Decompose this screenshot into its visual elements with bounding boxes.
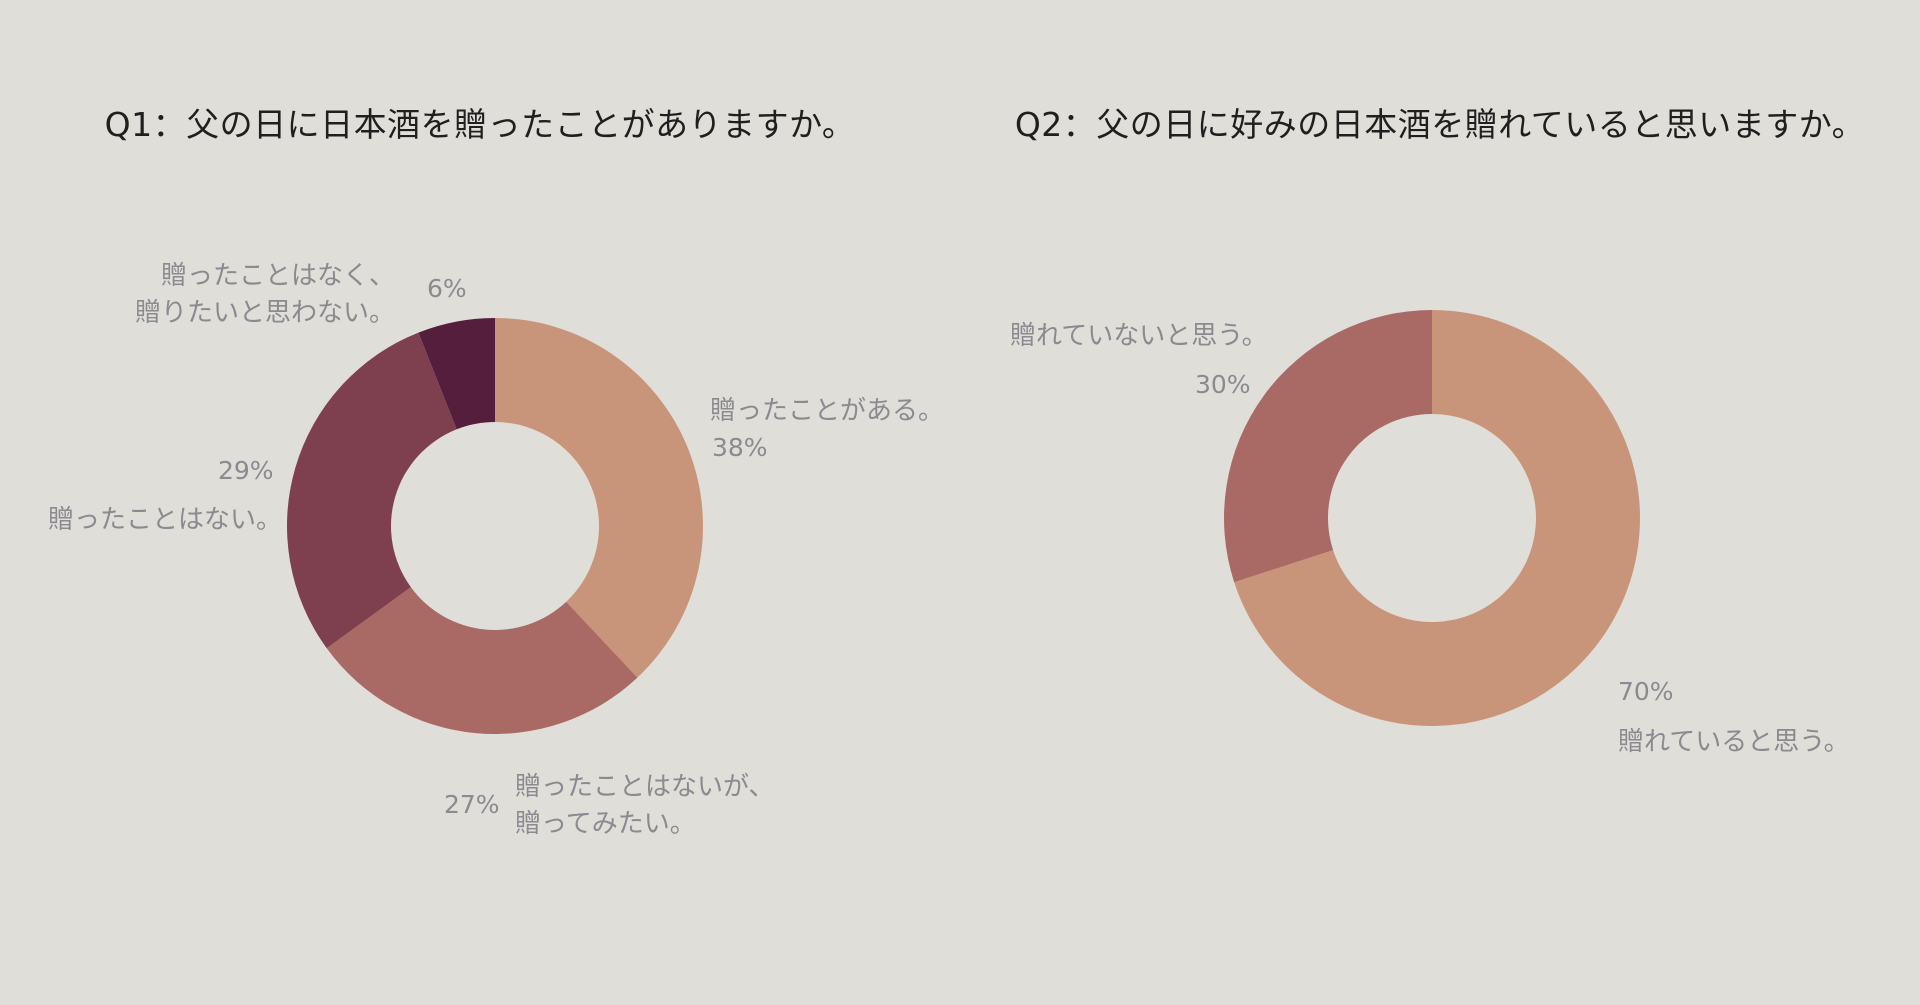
q1-label-given: 贈ったことがある。: [710, 396, 945, 426]
q2-slice-1: [1224, 310, 1432, 583]
chart-q2-title: Q2：父の日に好みの日本酒を贈れていると思いますか。: [1014, 105, 1866, 144]
chart-q2-donut: [1224, 310, 1640, 727]
q2-pct-not-given-well: 30%: [1195, 370, 1251, 399]
q1-slice-3: [418, 318, 495, 430]
chart-q1-title: Q1：父の日に日本酒を贈ったことがありますか。: [104, 105, 856, 144]
q1-pct-no-intention: 6%: [427, 274, 467, 303]
q2-label-given-well: 贈れていると思う。: [1618, 727, 1850, 757]
q1-pct-want-to-give: 27%: [444, 790, 500, 819]
chart-q1-donut: [286, 318, 703, 734]
q1-slice-1: [326, 587, 638, 734]
q1-pct-given: 38%: [712, 433, 768, 462]
q2-slice-0: [1234, 310, 1640, 727]
chart-q1-panel: Q1：父の日に日本酒を贈ったことがありますか。 贈ったことがある。 38% 贈っ…: [48, 105, 945, 839]
q1-slice-0: [495, 318, 703, 678]
q1-pct-never-given: 29%: [218, 456, 274, 485]
q1-label-never-given: 贈ったことはない。: [48, 505, 283, 535]
q1-label-no-intention: 贈ったことはなく、 贈りたいと思わない。: [134, 261, 395, 328]
q1-label-want-to-give: 贈ったことはないが、 贈ってみたい。: [515, 772, 775, 839]
q2-pct-given-well: 70%: [1618, 677, 1674, 706]
q2-label-not-given-well: 贈れていないと思う。: [1010, 321, 1268, 351]
chart-q2-panel: Q2：父の日に好みの日本酒を贈れていると思いますか。 70% 贈れていると思う。…: [960, 0, 1920, 1005]
q1-slice-2: [286, 332, 457, 649]
